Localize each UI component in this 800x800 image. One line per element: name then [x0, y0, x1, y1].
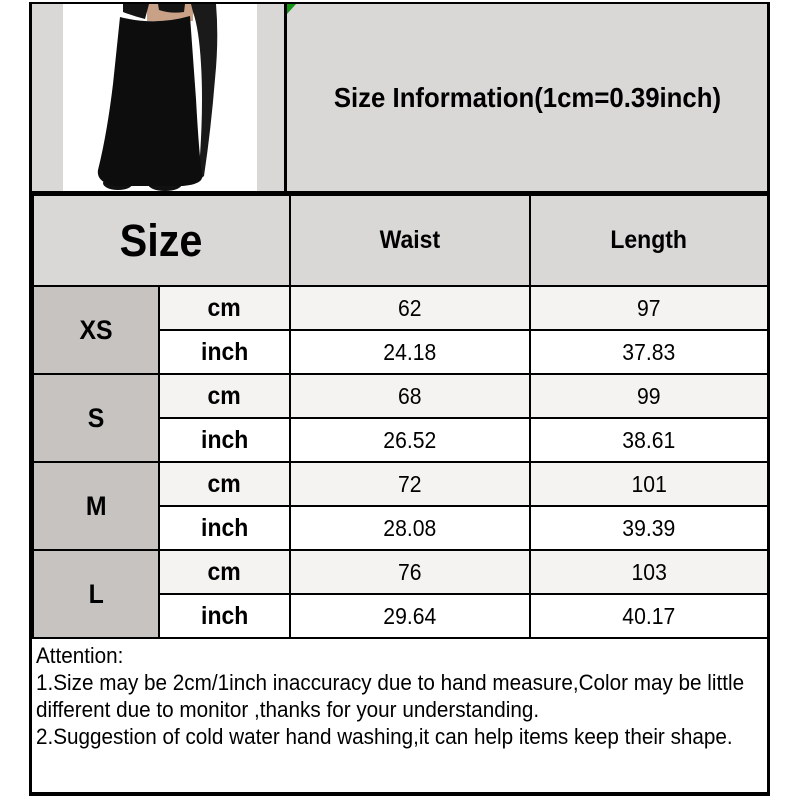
table-row-m-inch: inch 28.08 39.39 — [33, 505, 770, 551]
size-label-cell: XS — [32, 285, 160, 375]
unit-label-cell: cm — [157, 461, 292, 507]
unit-label-cell: inch — [157, 417, 292, 463]
measurement-cell: 28.08 — [289, 505, 532, 551]
size-table: Size Waist Length XS cm 62 97 inch 24.18… — [31, 194, 770, 639]
unit-label-cell: cm — [157, 285, 292, 331]
measurement-cell: 68 — [289, 373, 532, 419]
attention-heading: Attention: — [36, 643, 124, 668]
measurement-cell: 24.18 — [289, 329, 532, 375]
table-header-waist: Waist — [289, 194, 532, 287]
size-label-cell: S — [32, 373, 160, 463]
product-photo — [63, 4, 257, 191]
measurement-cell: 72 — [289, 461, 532, 507]
chart-frame: Size Information(1cm=0.39inch) Size Wais… — [29, 2, 770, 796]
size-label-cell: M — [32, 461, 160, 551]
table-row-s-cm: S cm 68 99 — [32, 373, 770, 463]
table-header-row: Size Waist Length — [31, 194, 770, 287]
green-corner-icon — [287, 4, 296, 14]
measurement-cell: 40.17 — [529, 593, 770, 639]
table-row-xs-inch: inch 24.18 37.83 — [33, 329, 770, 375]
measurement-cell: 38.61 — [529, 417, 770, 463]
unit-label-cell: cm — [157, 373, 292, 419]
measurement-cell: 101 — [529, 461, 770, 507]
attention-section: Attention: 1.Size may be 2cm/1inch inacc… — [32, 639, 767, 792]
product-photo-cell — [32, 4, 287, 191]
table-row-xs-cm: XS cm 62 97 — [32, 285, 770, 375]
size-info-title: Size Information(1cm=0.39inch) — [317, 82, 738, 114]
measurement-cell: 37.83 — [529, 329, 770, 375]
table-header-length: Length — [529, 194, 770, 287]
measurement-cell: 62 — [289, 285, 532, 331]
measurement-cell: 103 — [529, 549, 770, 595]
table-row-s-inch: inch 26.52 38.61 — [33, 417, 770, 463]
measurement-cell: 76 — [289, 549, 532, 595]
measurement-cell: 29.64 — [289, 593, 532, 639]
table-header-size: Size — [31, 194, 292, 287]
size-info-banner: Size Information(1cm=0.39inch) — [287, 4, 767, 191]
table-row-l-inch: inch 29.64 40.17 — [33, 593, 770, 639]
attention-note: 2.Suggestion of cold water hand washing,… — [36, 724, 733, 749]
measurement-cell: 97 — [529, 285, 770, 331]
size-label-cell: L — [32, 549, 160, 639]
unit-label-cell: inch — [157, 505, 292, 551]
measurement-cell: 39.39 — [529, 505, 770, 551]
measurement-cell: 26.52 — [289, 417, 532, 463]
size-info-title-text: Size Information(1cm=0.39inch) — [333, 81, 721, 113]
table-row-m-cm: M cm 72 101 — [32, 461, 770, 551]
top-row: Size Information(1cm=0.39inch) — [32, 4, 767, 194]
black-maxi-skirt-image — [63, 4, 257, 191]
unit-label-cell: inch — [157, 329, 292, 375]
unit-label-cell: cm — [157, 549, 292, 595]
table-row-l-cm: L cm 76 103 — [32, 549, 770, 639]
attention-note: 1.Size may be 2cm/1inch inaccuracy due t… — [36, 670, 745, 722]
measurement-cell: 99 — [529, 373, 770, 419]
unit-label-cell: inch — [157, 593, 292, 639]
